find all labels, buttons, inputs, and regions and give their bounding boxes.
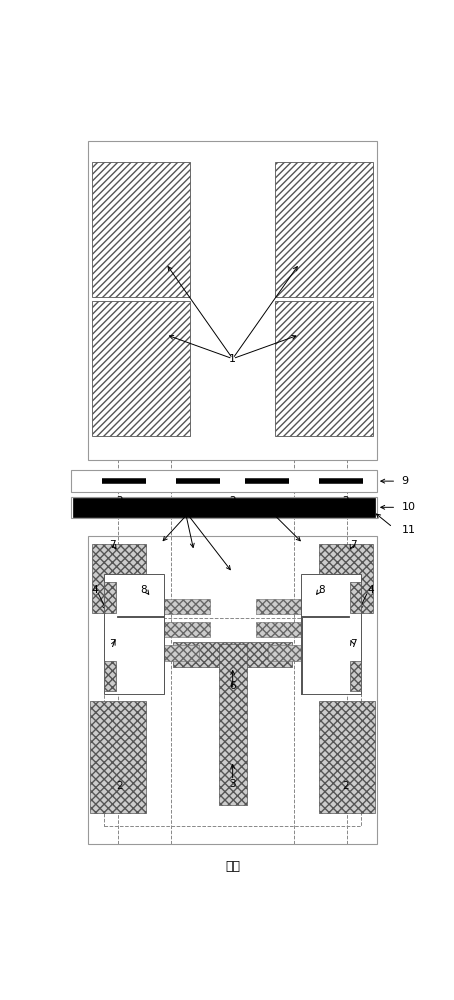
Text: 1: 1 [229, 354, 236, 364]
Text: 7: 7 [350, 639, 357, 649]
Bar [92, 544, 147, 613]
Bar [350, 582, 361, 613]
Bar [164, 645, 199, 661]
Bar [92, 162, 191, 297]
Bar [90, 701, 147, 813]
Bar [104, 618, 361, 826]
Text: 端口: 端口 [225, 860, 240, 873]
Bar [350, 661, 361, 691]
Text: 7: 7 [109, 639, 116, 649]
Text: 2: 2 [116, 781, 123, 791]
Bar [104, 661, 115, 691]
Bar [319, 544, 374, 613]
Bar [71, 497, 377, 518]
Text: 4: 4 [367, 585, 374, 595]
Bar [268, 645, 303, 661]
Bar [71, 470, 377, 492]
Bar [173, 642, 292, 667]
Bar [301, 617, 349, 694]
Text: 7: 7 [350, 540, 357, 550]
Bar [256, 622, 301, 637]
Text: 10: 10 [402, 502, 415, 512]
Text: 2: 2 [116, 496, 123, 506]
Text: 9: 9 [402, 476, 409, 486]
Bar [104, 574, 164, 694]
Bar [275, 301, 374, 436]
Text: 2: 2 [229, 496, 236, 506]
Text: 2: 2 [342, 496, 349, 506]
Bar [164, 599, 210, 614]
Bar [89, 536, 377, 844]
Bar [256, 599, 301, 614]
Bar [89, 141, 377, 460]
Text: 8: 8 [318, 585, 325, 595]
Bar [275, 162, 374, 297]
Text: 5: 5 [191, 500, 197, 510]
Bar [301, 574, 361, 694]
Text: 2: 2 [342, 781, 349, 791]
Text: 8: 8 [141, 585, 147, 595]
Text: 4: 4 [91, 585, 98, 595]
Text: 6: 6 [229, 681, 236, 691]
Bar [92, 301, 191, 436]
Bar [104, 582, 115, 613]
Bar [219, 644, 247, 805]
Bar [164, 622, 210, 637]
Text: 11: 11 [402, 525, 415, 535]
Text: 7: 7 [109, 540, 116, 550]
Bar [73, 498, 375, 517]
Bar [319, 701, 375, 813]
Text: 3: 3 [229, 779, 236, 789]
Bar [117, 617, 164, 694]
